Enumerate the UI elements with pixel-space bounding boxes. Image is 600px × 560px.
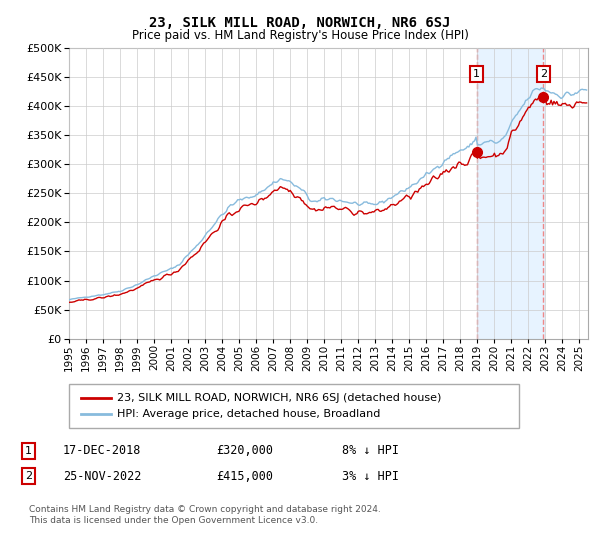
Text: 8% ↓ HPI: 8% ↓ HPI bbox=[342, 444, 399, 458]
Text: 23, SILK MILL ROAD, NORWICH, NR6 6SJ (detached house): 23, SILK MILL ROAD, NORWICH, NR6 6SJ (de… bbox=[117, 393, 442, 403]
Text: 2: 2 bbox=[540, 69, 547, 79]
Text: Contains HM Land Registry data © Crown copyright and database right 2024.
This d: Contains HM Land Registry data © Crown c… bbox=[29, 505, 380, 525]
Text: 1: 1 bbox=[473, 69, 480, 79]
Text: 1: 1 bbox=[25, 446, 32, 456]
Text: HPI: Average price, detached house, Broadland: HPI: Average price, detached house, Broa… bbox=[117, 409, 380, 419]
Text: Price paid vs. HM Land Registry's House Price Index (HPI): Price paid vs. HM Land Registry's House … bbox=[131, 29, 469, 42]
Text: 23, SILK MILL ROAD, NORWICH, NR6 6SJ: 23, SILK MILL ROAD, NORWICH, NR6 6SJ bbox=[149, 16, 451, 30]
Text: £320,000: £320,000 bbox=[216, 444, 273, 458]
Text: 2: 2 bbox=[25, 471, 32, 481]
Text: £415,000: £415,000 bbox=[216, 469, 273, 483]
Text: 3% ↓ HPI: 3% ↓ HPI bbox=[342, 469, 399, 483]
Text: 17-DEC-2018: 17-DEC-2018 bbox=[63, 444, 142, 458]
Text: 25-NOV-2022: 25-NOV-2022 bbox=[63, 469, 142, 483]
